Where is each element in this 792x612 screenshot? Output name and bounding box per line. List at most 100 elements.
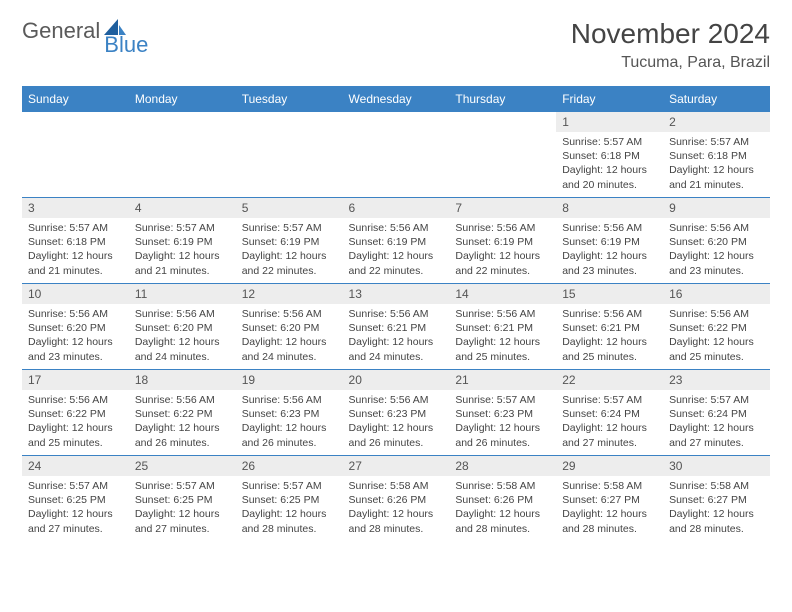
calendar-body: 1Sunrise: 5:57 AMSunset: 6:18 PMDaylight…	[22, 112, 770, 542]
calendar-day-cell: 7Sunrise: 5:56 AMSunset: 6:19 PMDaylight…	[449, 198, 556, 284]
calendar-day-cell: 12Sunrise: 5:56 AMSunset: 6:20 PMDayligh…	[236, 284, 343, 370]
day-number: 9	[663, 198, 770, 218]
day-number: 3	[22, 198, 129, 218]
calendar-day-cell: 4Sunrise: 5:57 AMSunset: 6:19 PMDaylight…	[129, 198, 236, 284]
day-details: Sunrise: 5:56 AMSunset: 6:23 PMDaylight:…	[236, 390, 343, 454]
day-details: Sunrise: 5:56 AMSunset: 6:21 PMDaylight:…	[556, 304, 663, 368]
day-details: Sunrise: 5:57 AMSunset: 6:23 PMDaylight:…	[449, 390, 556, 454]
day-details: Sunrise: 5:57 AMSunset: 6:25 PMDaylight:…	[129, 476, 236, 540]
day-number: 29	[556, 456, 663, 476]
day-details: Sunrise: 5:56 AMSunset: 6:19 PMDaylight:…	[343, 218, 450, 282]
calendar-day-cell	[236, 112, 343, 198]
day-number: 12	[236, 284, 343, 304]
day-number: 7	[449, 198, 556, 218]
day-number: 13	[343, 284, 450, 304]
calendar-day-cell: 22Sunrise: 5:57 AMSunset: 6:24 PMDayligh…	[556, 370, 663, 456]
day-number: 1	[556, 112, 663, 132]
day-number: 19	[236, 370, 343, 390]
day-details: Sunrise: 5:56 AMSunset: 6:22 PMDaylight:…	[22, 390, 129, 454]
calendar-day-cell: 18Sunrise: 5:56 AMSunset: 6:22 PMDayligh…	[129, 370, 236, 456]
day-details: Sunrise: 5:56 AMSunset: 6:20 PMDaylight:…	[236, 304, 343, 368]
day-number: 30	[663, 456, 770, 476]
calendar-day-cell: 17Sunrise: 5:56 AMSunset: 6:22 PMDayligh…	[22, 370, 129, 456]
calendar-day-cell: 11Sunrise: 5:56 AMSunset: 6:20 PMDayligh…	[129, 284, 236, 370]
weekday-header: Monday	[129, 87, 236, 112]
day-number: 24	[22, 456, 129, 476]
day-number: 28	[449, 456, 556, 476]
day-details: Sunrise: 5:58 AMSunset: 6:26 PMDaylight:…	[449, 476, 556, 540]
calendar-day-cell: 15Sunrise: 5:56 AMSunset: 6:21 PMDayligh…	[556, 284, 663, 370]
day-number: 15	[556, 284, 663, 304]
day-number: 25	[129, 456, 236, 476]
day-details: Sunrise: 5:57 AMSunset: 6:24 PMDaylight:…	[663, 390, 770, 454]
calendar-week-row: 1Sunrise: 5:57 AMSunset: 6:18 PMDaylight…	[22, 112, 770, 198]
day-number: 11	[129, 284, 236, 304]
calendar-day-cell: 6Sunrise: 5:56 AMSunset: 6:19 PMDaylight…	[343, 198, 450, 284]
weekday-header: Wednesday	[343, 87, 450, 112]
calendar-day-cell: 29Sunrise: 5:58 AMSunset: 6:27 PMDayligh…	[556, 456, 663, 542]
day-number: 17	[22, 370, 129, 390]
day-details: Sunrise: 5:58 AMSunset: 6:27 PMDaylight:…	[663, 476, 770, 540]
location: Tucuma, Para, Brazil	[571, 54, 770, 72]
day-number: 8	[556, 198, 663, 218]
day-number: 27	[343, 456, 450, 476]
day-number: 16	[663, 284, 770, 304]
day-details: Sunrise: 5:57 AMSunset: 6:18 PMDaylight:…	[556, 132, 663, 196]
day-number: 18	[129, 370, 236, 390]
calendar-day-cell: 24Sunrise: 5:57 AMSunset: 6:25 PMDayligh…	[22, 456, 129, 542]
logo-text-blue: Blue	[104, 32, 148, 58]
weekday-header: Friday	[556, 87, 663, 112]
day-details: Sunrise: 5:56 AMSunset: 6:23 PMDaylight:…	[343, 390, 450, 454]
title-block: November 2024 Tucuma, Para, Brazil	[571, 18, 770, 72]
day-details: Sunrise: 5:56 AMSunset: 6:21 PMDaylight:…	[449, 304, 556, 368]
calendar-day-cell: 20Sunrise: 5:56 AMSunset: 6:23 PMDayligh…	[343, 370, 450, 456]
calendar-day-cell: 13Sunrise: 5:56 AMSunset: 6:21 PMDayligh…	[343, 284, 450, 370]
day-details: Sunrise: 5:56 AMSunset: 6:22 PMDaylight:…	[129, 390, 236, 454]
calendar-day-cell: 2Sunrise: 5:57 AMSunset: 6:18 PMDaylight…	[663, 112, 770, 198]
day-details: Sunrise: 5:57 AMSunset: 6:18 PMDaylight:…	[22, 218, 129, 282]
calendar-week-row: 17Sunrise: 5:56 AMSunset: 6:22 PMDayligh…	[22, 370, 770, 456]
calendar-day-cell: 26Sunrise: 5:57 AMSunset: 6:25 PMDayligh…	[236, 456, 343, 542]
calendar-day-cell	[449, 112, 556, 198]
calendar-day-cell: 27Sunrise: 5:58 AMSunset: 6:26 PMDayligh…	[343, 456, 450, 542]
calendar-day-cell: 25Sunrise: 5:57 AMSunset: 6:25 PMDayligh…	[129, 456, 236, 542]
weekday-header: Tuesday	[236, 87, 343, 112]
calendar-day-cell	[129, 112, 236, 198]
logo: General Blue	[22, 18, 172, 44]
day-number: 20	[343, 370, 450, 390]
day-number: 4	[129, 198, 236, 218]
day-details: Sunrise: 5:56 AMSunset: 6:22 PMDaylight:…	[663, 304, 770, 368]
calendar-day-cell	[343, 112, 450, 198]
calendar-day-cell	[22, 112, 129, 198]
day-number: 26	[236, 456, 343, 476]
day-details: Sunrise: 5:57 AMSunset: 6:24 PMDaylight:…	[556, 390, 663, 454]
day-details: Sunrise: 5:57 AMSunset: 6:19 PMDaylight:…	[236, 218, 343, 282]
logo-text-general: General	[22, 18, 100, 44]
calendar-day-cell: 10Sunrise: 5:56 AMSunset: 6:20 PMDayligh…	[22, 284, 129, 370]
weekday-header: Saturday	[663, 87, 770, 112]
day-number: 2	[663, 112, 770, 132]
calendar-day-cell: 5Sunrise: 5:57 AMSunset: 6:19 PMDaylight…	[236, 198, 343, 284]
month-title: November 2024	[571, 18, 770, 50]
calendar-day-cell: 9Sunrise: 5:56 AMSunset: 6:20 PMDaylight…	[663, 198, 770, 284]
day-number: 5	[236, 198, 343, 218]
calendar-day-cell: 8Sunrise: 5:56 AMSunset: 6:19 PMDaylight…	[556, 198, 663, 284]
calendar-day-cell: 30Sunrise: 5:58 AMSunset: 6:27 PMDayligh…	[663, 456, 770, 542]
day-details: Sunrise: 5:58 AMSunset: 6:27 PMDaylight:…	[556, 476, 663, 540]
header: General Blue November 2024 Tucuma, Para,…	[22, 18, 770, 72]
calendar-week-row: 10Sunrise: 5:56 AMSunset: 6:20 PMDayligh…	[22, 284, 770, 370]
calendar-day-cell: 23Sunrise: 5:57 AMSunset: 6:24 PMDayligh…	[663, 370, 770, 456]
day-details: Sunrise: 5:56 AMSunset: 6:20 PMDaylight:…	[22, 304, 129, 368]
calendar-day-cell: 3Sunrise: 5:57 AMSunset: 6:18 PMDaylight…	[22, 198, 129, 284]
calendar-day-cell: 21Sunrise: 5:57 AMSunset: 6:23 PMDayligh…	[449, 370, 556, 456]
day-details: Sunrise: 5:57 AMSunset: 6:25 PMDaylight:…	[22, 476, 129, 540]
calendar-day-cell: 14Sunrise: 5:56 AMSunset: 6:21 PMDayligh…	[449, 284, 556, 370]
day-details: Sunrise: 5:58 AMSunset: 6:26 PMDaylight:…	[343, 476, 450, 540]
day-details: Sunrise: 5:56 AMSunset: 6:19 PMDaylight:…	[556, 218, 663, 282]
day-details: Sunrise: 5:56 AMSunset: 6:21 PMDaylight:…	[343, 304, 450, 368]
day-number: 14	[449, 284, 556, 304]
weekday-header-row: SundayMondayTuesdayWednesdayThursdayFrid…	[22, 87, 770, 112]
weekday-header: Sunday	[22, 87, 129, 112]
calendar-day-cell: 1Sunrise: 5:57 AMSunset: 6:18 PMDaylight…	[556, 112, 663, 198]
calendar-table: SundayMondayTuesdayWednesdayThursdayFrid…	[22, 86, 770, 542]
